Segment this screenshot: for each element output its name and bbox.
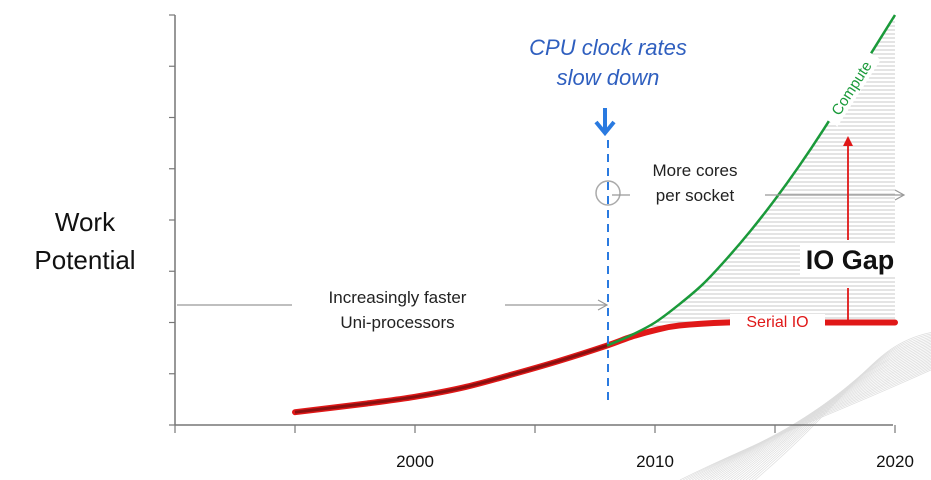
uni-line1: Increasingly faster	[328, 288, 467, 307]
decorative-wave	[679, 332, 931, 480]
series-line-serial-io	[292, 319, 898, 416]
x-tick-label: 2020	[876, 452, 914, 471]
more-cores-label: More cores per socket	[625, 158, 765, 208]
y-axis-label: Work Potential	[20, 203, 150, 279]
x-tick-label: 2000	[396, 452, 434, 471]
io-gap-arrow	[838, 136, 858, 324]
io-gap-label: IO Gap	[800, 245, 900, 276]
cpu-event-line1: CPU clock rates	[529, 35, 687, 60]
uni-line2: Uni-processors	[340, 313, 455, 332]
serial-io-label: Serial IO	[730, 314, 825, 332]
cpu-event-line2: slow down	[556, 65, 660, 90]
y-axis-label-line2: Potential	[34, 245, 136, 275]
series-line-serial-io-early	[294, 344, 608, 414]
more-cores-line1: More cores	[652, 161, 738, 180]
more-cores-line2: per socket	[655, 186, 735, 205]
y-axis-label-line1: Work	[54, 207, 116, 237]
uni-processors-label: Increasingly faster Uni-processors	[290, 285, 505, 335]
cpu-event-label: CPU clock rates slow down	[488, 33, 728, 93]
down-arrow-icon	[594, 108, 616, 137]
target-circle-icon	[595, 180, 621, 206]
x-tick-label: 2010	[636, 452, 674, 471]
